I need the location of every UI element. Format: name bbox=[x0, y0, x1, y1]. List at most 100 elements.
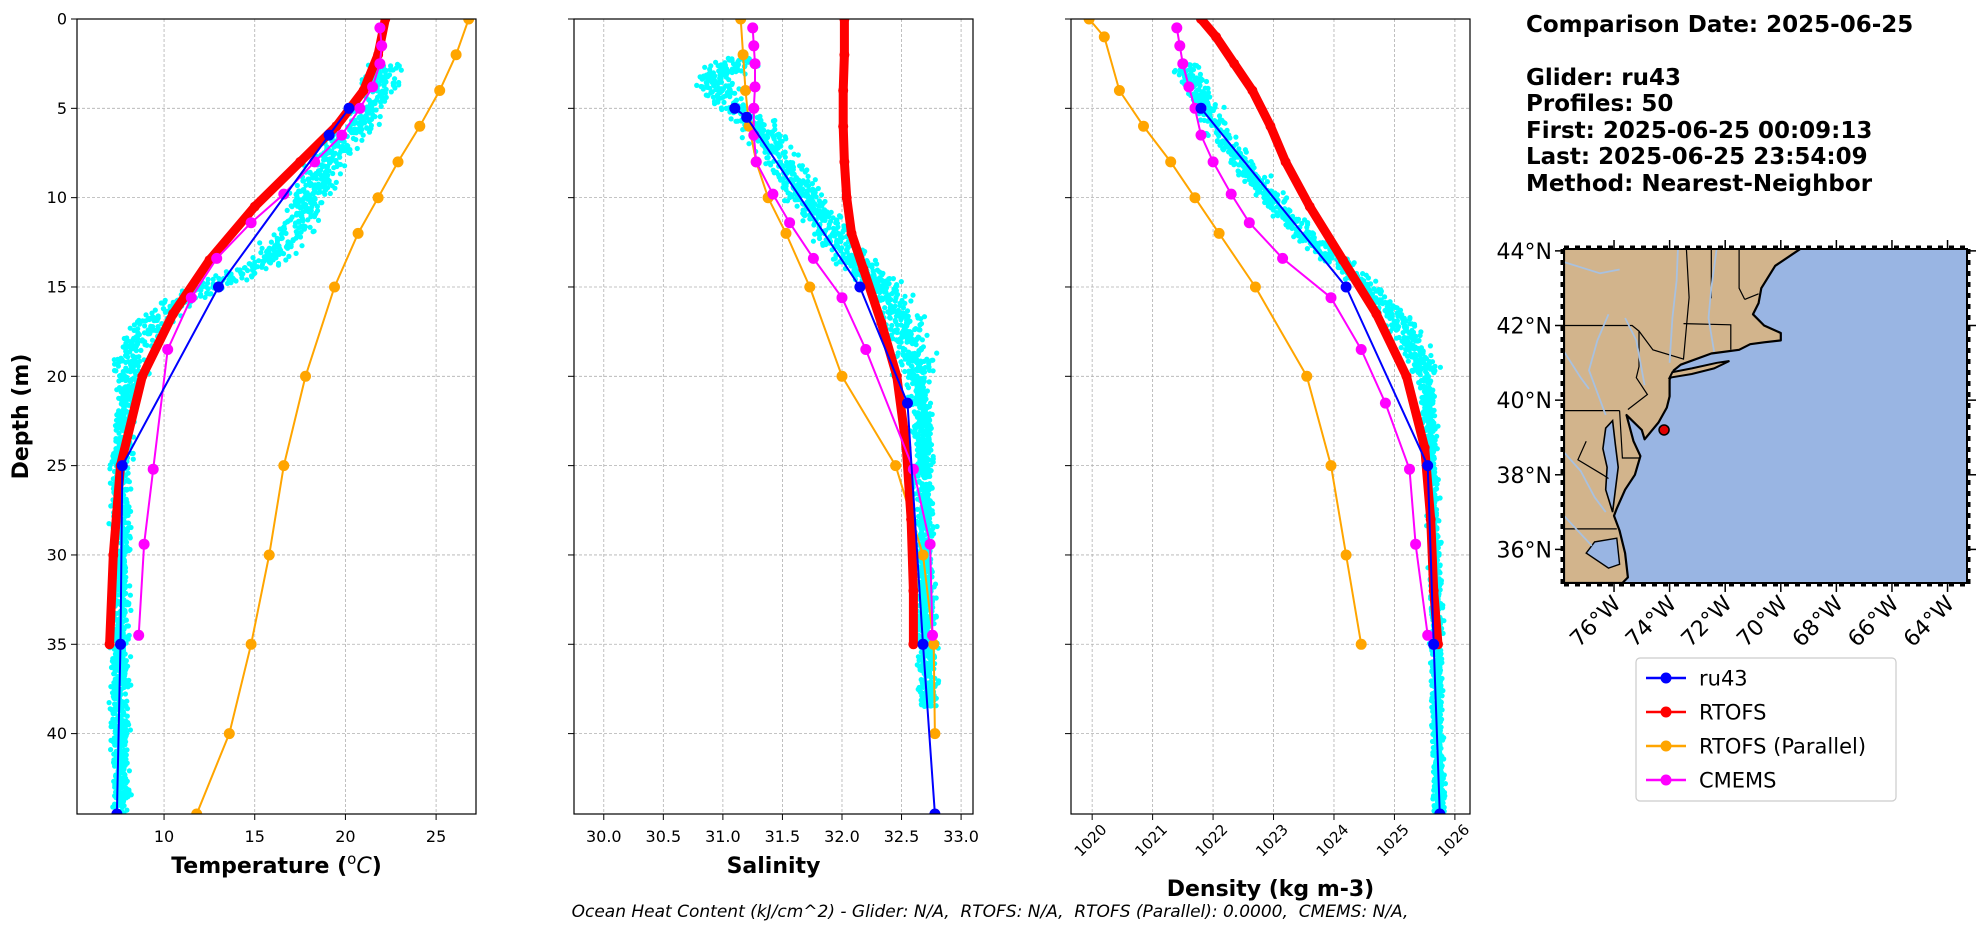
glider-scatter-point bbox=[354, 145, 360, 152]
glider-scatter-point bbox=[124, 389, 131, 395]
glider-scatter-point bbox=[124, 760, 130, 766]
rtofs-marker bbox=[839, 49, 850, 60]
glider-scatter-point bbox=[754, 122, 760, 128]
glider-scatter-point bbox=[919, 337, 926, 343]
glider-scatter-point bbox=[732, 98, 739, 104]
glider-scatter-point bbox=[347, 126, 353, 132]
glider-scatter-point bbox=[251, 270, 257, 276]
glider-scatter-point bbox=[927, 520, 933, 526]
glider-scatter-point bbox=[290, 237, 296, 243]
glider-scatter-point bbox=[709, 89, 716, 95]
glider-scatter-point bbox=[370, 113, 376, 120]
glider-scatter-point bbox=[739, 135, 745, 141]
glider-scatter-point bbox=[922, 613, 929, 619]
ru43-marker bbox=[116, 460, 128, 472]
glider-scatter-point bbox=[908, 393, 914, 399]
glider-scatter-point bbox=[125, 470, 131, 476]
glider-scatter-point bbox=[735, 118, 741, 124]
glider-scatter-point bbox=[327, 190, 333, 197]
glider-scatter-point bbox=[922, 532, 928, 538]
glider-scatter-point bbox=[917, 322, 923, 328]
glider-scatter-point bbox=[124, 499, 130, 506]
glider-scatter-point bbox=[922, 429, 928, 435]
cmems-marker bbox=[336, 129, 348, 141]
x-tick-label: 25 bbox=[426, 827, 446, 846]
glider-scatter-point bbox=[928, 674, 934, 680]
glider-scatter-point bbox=[782, 134, 788, 140]
ru43-marker bbox=[115, 638, 126, 650]
glider-scatter-point bbox=[725, 55, 731, 62]
cmems-marker bbox=[374, 22, 386, 34]
glider-scatter-point bbox=[791, 171, 797, 177]
glider-scatter-point bbox=[389, 67, 395, 73]
glider-scatter-point bbox=[902, 293, 908, 299]
glider-scatter-point bbox=[822, 217, 828, 223]
glider-scatter-point bbox=[921, 501, 927, 507]
glider-scatter-point bbox=[343, 147, 350, 153]
glider-scatter-point bbox=[319, 162, 325, 168]
rtofs-marker bbox=[908, 639, 919, 650]
glider-scatter-point bbox=[876, 288, 882, 294]
glider-scatter-point bbox=[315, 217, 322, 223]
glider-scatter-point bbox=[281, 228, 287, 234]
glider-scatter-point bbox=[888, 303, 894, 309]
glider-scatter-point bbox=[921, 438, 927, 444]
ru43-marker bbox=[111, 808, 123, 814]
glider-scatter-point bbox=[382, 90, 388, 96]
y-axis-label: Depth (m) bbox=[9, 354, 34, 480]
glider-scatter-point bbox=[900, 305, 907, 311]
glider-scatter-point bbox=[771, 145, 777, 151]
glider-scatter-point bbox=[918, 689, 924, 695]
glider-scatter-point bbox=[210, 276, 216, 282]
glider-scatter-point bbox=[388, 89, 394, 95]
glider-scatter-point bbox=[111, 357, 117, 363]
glider-scatter-point bbox=[108, 503, 114, 509]
cmems-marker bbox=[211, 252, 223, 264]
glider-scatter-point bbox=[304, 190, 310, 196]
glider-scatter-point bbox=[916, 684, 922, 691]
glider-scatter-point bbox=[921, 378, 927, 384]
ru43-marker bbox=[929, 808, 941, 814]
rtofs-parallel-marker bbox=[278, 460, 290, 472]
axes-frame bbox=[76, 18, 477, 815]
rtofs-marker bbox=[295, 156, 306, 167]
glider-scatter-point bbox=[922, 596, 928, 603]
glider-scatter-point bbox=[366, 129, 373, 135]
glider-scatter-point bbox=[813, 194, 819, 200]
cmems-marker bbox=[784, 217, 796, 229]
glider-scatter-point bbox=[909, 363, 915, 369]
glider-scatter-point bbox=[323, 187, 329, 193]
glider-scatter-point bbox=[136, 354, 142, 360]
glider-scatter-point bbox=[923, 505, 929, 511]
glider-scatter-point bbox=[933, 613, 939, 619]
glider-scatter-point bbox=[123, 531, 129, 538]
y-tick-label: 0 bbox=[57, 10, 67, 29]
glider-scatter-point bbox=[898, 311, 905, 317]
glider-scatter-point bbox=[267, 260, 274, 266]
glider-scatter-point bbox=[729, 69, 735, 76]
glider-scatter-point bbox=[926, 379, 932, 385]
rtofs-marker bbox=[839, 19, 850, 24]
glider-scatter-point bbox=[119, 708, 125, 714]
glider-scatter-point bbox=[123, 680, 130, 686]
ru43-line bbox=[115, 107, 350, 814]
glider-scatter-point bbox=[899, 362, 905, 368]
glider-scatter-point bbox=[305, 196, 311, 202]
glider-scatter-point bbox=[722, 93, 728, 99]
glider-scatter-point bbox=[338, 148, 344, 155]
glider-scatter-point bbox=[1231, 162, 1237, 168]
glider-scatter-point bbox=[1233, 134, 1239, 140]
glider-scatter-point bbox=[874, 261, 880, 267]
glider-scatter-point bbox=[266, 246, 272, 253]
glider-scatter-point bbox=[377, 114, 383, 120]
glider-scatter-point bbox=[298, 229, 304, 235]
glider-scatter-point bbox=[388, 63, 394, 69]
cmems-marker bbox=[133, 629, 145, 641]
glider-scatter-point bbox=[929, 357, 935, 363]
glider-scatter-point bbox=[1280, 190, 1286, 196]
glider-scatter-point bbox=[839, 245, 845, 251]
glider-scatter-point bbox=[334, 163, 340, 170]
glider-scatter-point bbox=[919, 434, 926, 440]
glider-scatter-point bbox=[905, 320, 911, 326]
glider-scatter-point bbox=[894, 282, 900, 288]
